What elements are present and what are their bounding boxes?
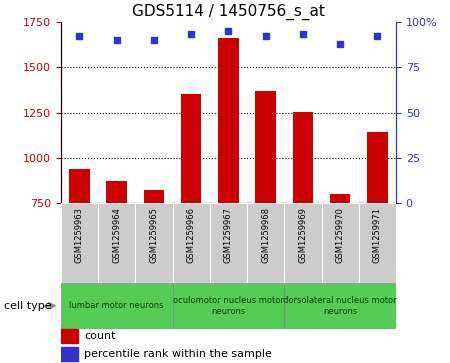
Text: GSM1259964: GSM1259964 bbox=[112, 207, 121, 263]
Point bbox=[262, 33, 269, 39]
Bar bbox=[330, 194, 351, 203]
Point bbox=[299, 32, 306, 37]
Bar bbox=[61, 203, 98, 283]
Bar bbox=[321, 203, 359, 283]
Bar bbox=[61, 329, 77, 343]
Point bbox=[374, 33, 381, 39]
Bar bbox=[144, 189, 164, 203]
Point bbox=[188, 32, 195, 37]
Bar bbox=[61, 347, 77, 361]
Text: cell type: cell type bbox=[4, 301, 52, 311]
Bar bbox=[256, 91, 276, 203]
Text: GSM1259969: GSM1259969 bbox=[298, 207, 307, 263]
Text: percentile rank within the sample: percentile rank within the sample bbox=[84, 349, 272, 359]
Bar bbox=[172, 203, 210, 283]
Bar bbox=[284, 283, 396, 329]
Text: GSM1259963: GSM1259963 bbox=[75, 207, 84, 263]
Bar bbox=[61, 283, 172, 329]
Bar bbox=[284, 203, 321, 283]
Text: dorsolateral nucleus motor
neurons: dorsolateral nucleus motor neurons bbox=[284, 296, 397, 315]
Text: oculomotor nucleus motor
neurons: oculomotor nucleus motor neurons bbox=[173, 296, 284, 315]
Text: GSM1259967: GSM1259967 bbox=[224, 207, 233, 263]
Bar bbox=[69, 169, 90, 203]
Text: count: count bbox=[84, 331, 116, 341]
Point bbox=[337, 41, 344, 46]
Bar bbox=[181, 94, 201, 203]
Bar bbox=[135, 203, 172, 283]
Bar bbox=[359, 203, 396, 283]
Text: GSM1259965: GSM1259965 bbox=[149, 207, 158, 263]
Text: GSM1259968: GSM1259968 bbox=[261, 207, 270, 263]
Point bbox=[113, 37, 120, 43]
Bar bbox=[106, 180, 127, 203]
Bar bbox=[98, 203, 135, 283]
Bar bbox=[210, 203, 247, 283]
Text: lumbar motor neurons: lumbar motor neurons bbox=[69, 301, 164, 310]
Point bbox=[150, 37, 158, 43]
Text: GSM1259970: GSM1259970 bbox=[336, 207, 345, 263]
Text: GSM1259966: GSM1259966 bbox=[187, 207, 196, 263]
Point bbox=[76, 33, 83, 39]
Bar bbox=[247, 203, 284, 283]
Title: GDS5114 / 1450756_s_at: GDS5114 / 1450756_s_at bbox=[132, 4, 325, 20]
Point bbox=[225, 28, 232, 34]
Bar bbox=[172, 283, 284, 329]
Bar bbox=[367, 132, 387, 203]
Text: GSM1259971: GSM1259971 bbox=[373, 207, 382, 263]
Bar bbox=[218, 38, 239, 203]
Bar bbox=[292, 112, 313, 203]
